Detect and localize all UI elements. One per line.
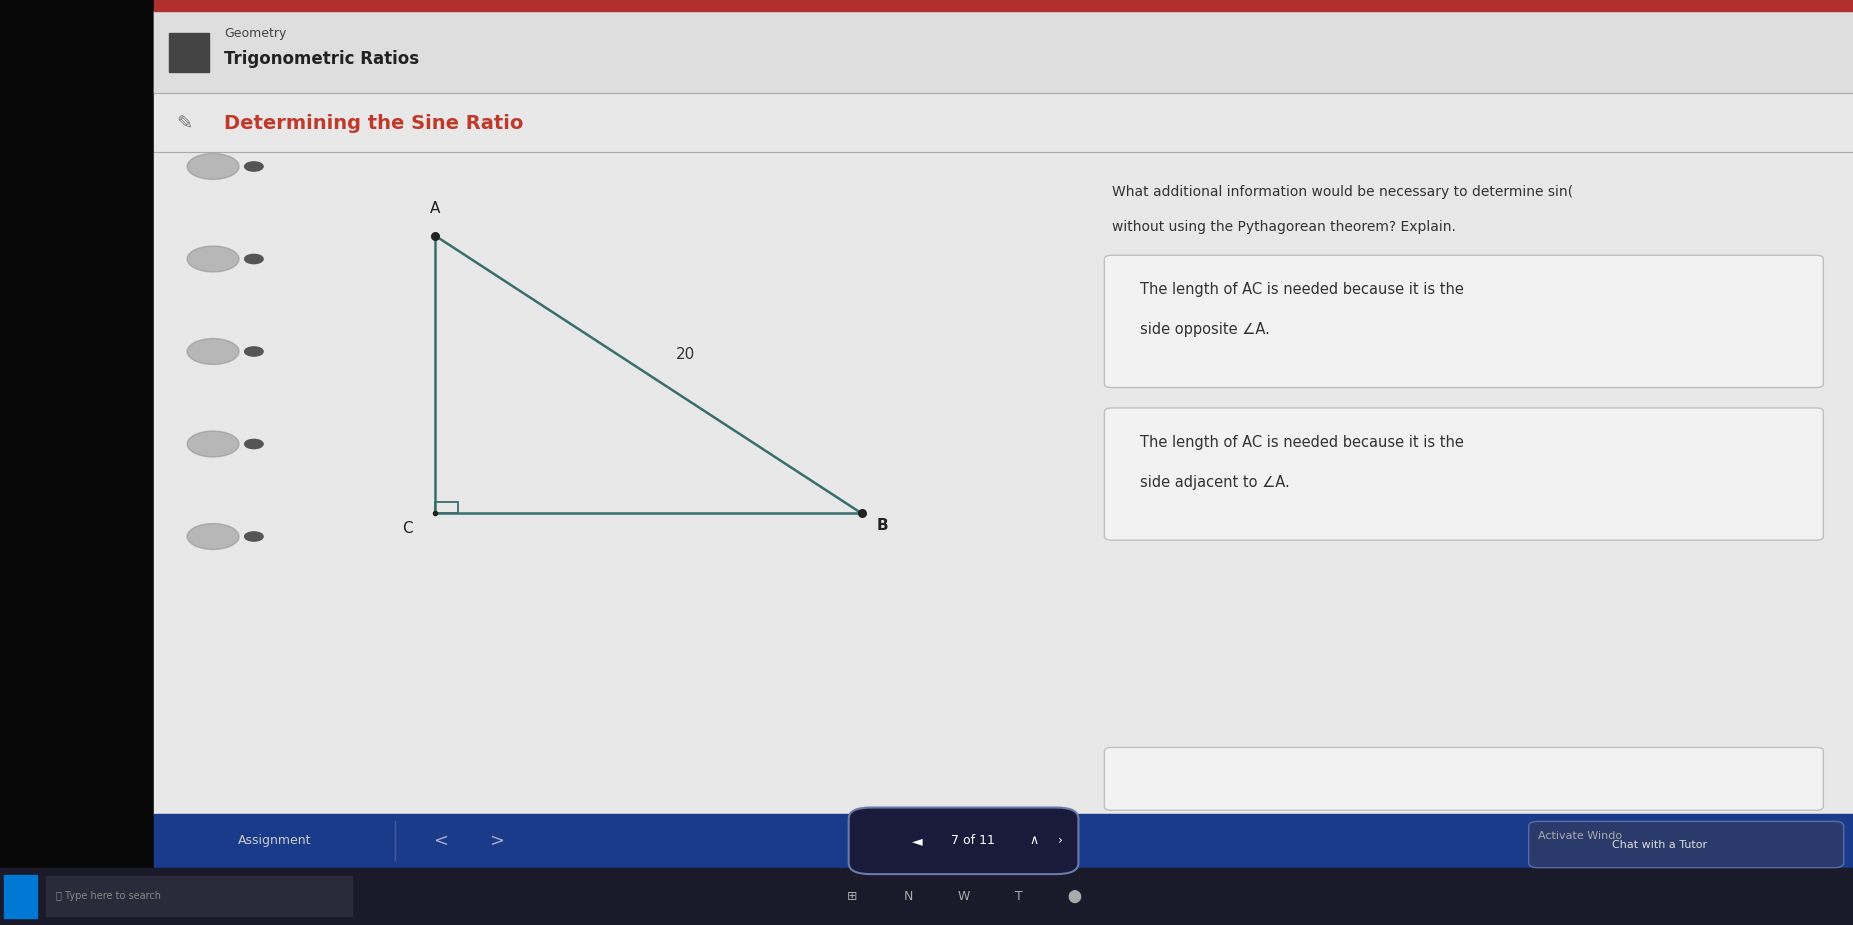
Bar bbox=[46, 876, 352, 917]
Text: A: A bbox=[430, 201, 441, 216]
Text: Trigonometric Ratios: Trigonometric Ratios bbox=[224, 50, 419, 68]
Bar bbox=[154, 11, 1853, 814]
FancyBboxPatch shape bbox=[1104, 255, 1823, 388]
Bar bbox=[154, 814, 1853, 868]
Text: 🔍 Type here to search: 🔍 Type here to search bbox=[56, 892, 161, 901]
Bar bbox=[154, 0, 1853, 11]
Bar bbox=[4, 874, 37, 919]
Text: ✎: ✎ bbox=[176, 115, 193, 133]
Text: ◄: ◄ bbox=[912, 833, 923, 848]
Bar bbox=[435, 502, 458, 513]
FancyBboxPatch shape bbox=[1104, 747, 1823, 810]
Text: The length of AC is needed because it is the: The length of AC is needed because it is… bbox=[1140, 435, 1464, 450]
Text: W: W bbox=[958, 890, 969, 903]
Text: C: C bbox=[402, 521, 413, 536]
Circle shape bbox=[187, 524, 239, 549]
Text: ⬤: ⬤ bbox=[1067, 890, 1082, 903]
Text: without using the Pythagorean theorem? Explain.: without using the Pythagorean theorem? E… bbox=[1112, 220, 1456, 234]
Text: Activate Windo: Activate Windo bbox=[1538, 831, 1621, 841]
Text: T: T bbox=[1015, 890, 1023, 903]
Text: side adjacent to ∠A.: side adjacent to ∠A. bbox=[1140, 475, 1290, 489]
Bar bbox=[0, 0, 154, 925]
Circle shape bbox=[187, 431, 239, 457]
Text: The length of AC is needed because it is the: The length of AC is needed because it is… bbox=[1140, 282, 1464, 297]
Text: >: > bbox=[489, 832, 504, 850]
Text: ⊞: ⊞ bbox=[847, 890, 858, 903]
Text: 20: 20 bbox=[676, 347, 695, 362]
Text: side opposite ∠A.: side opposite ∠A. bbox=[1140, 322, 1269, 337]
Circle shape bbox=[187, 246, 239, 272]
Circle shape bbox=[245, 347, 263, 356]
Text: Determining the Sine Ratio: Determining the Sine Ratio bbox=[224, 115, 524, 133]
Bar bbox=[154, 11, 1853, 92]
Text: B: B bbox=[876, 518, 888, 533]
Text: <: < bbox=[434, 832, 448, 850]
Bar bbox=[0, 868, 1853, 925]
Bar bbox=[169, 33, 209, 72]
Text: 7 of 11: 7 of 11 bbox=[951, 834, 995, 847]
FancyBboxPatch shape bbox=[1529, 821, 1844, 868]
Circle shape bbox=[245, 162, 263, 171]
Text: ∧: ∧ bbox=[1030, 834, 1038, 847]
Text: Geometry: Geometry bbox=[224, 27, 287, 40]
Text: Assignment: Assignment bbox=[237, 834, 311, 847]
Circle shape bbox=[245, 254, 263, 264]
Text: Chat with a Tutor: Chat with a Tutor bbox=[1612, 841, 1707, 850]
Circle shape bbox=[245, 532, 263, 541]
Circle shape bbox=[245, 439, 263, 449]
Circle shape bbox=[187, 154, 239, 179]
Text: What additional information would be necessary to determine sin(: What additional information would be nec… bbox=[1112, 185, 1573, 199]
Text: N: N bbox=[902, 890, 914, 903]
Circle shape bbox=[187, 339, 239, 364]
Text: ›: › bbox=[1058, 834, 1062, 847]
FancyBboxPatch shape bbox=[849, 808, 1078, 874]
FancyBboxPatch shape bbox=[1104, 408, 1823, 540]
